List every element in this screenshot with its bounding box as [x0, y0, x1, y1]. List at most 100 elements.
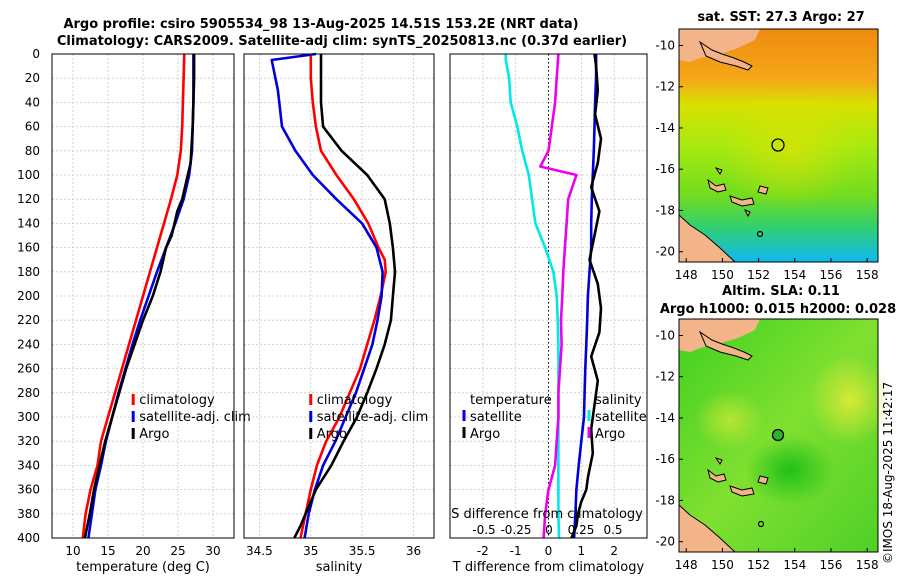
sla-map-title-line1: Altim. SLA: 0.11	[722, 284, 840, 299]
series-t-argo	[570, 53, 603, 539]
y-tick-label: 100	[17, 168, 40, 182]
y-tick-label: 400	[17, 531, 40, 545]
sst-warm-patch	[720, 90, 860, 210]
x-tick-label: 0	[545, 544, 553, 558]
series-t-satellite	[572, 54, 598, 539]
x-tick-label: 20	[135, 544, 150, 558]
series-climatology	[81, 53, 186, 539]
map-x-tick-label: 158	[856, 268, 879, 282]
difference-panel: -2 -1 0 1 2 T difference from climatology temp…	[449, 53, 648, 575]
y-tick-label: 120	[17, 192, 40, 206]
y-tick-label: 380	[17, 507, 40, 521]
y-tick-label: 140	[17, 216, 40, 230]
legend-title-temperature: temperature	[470, 393, 552, 408]
y-tick-label: 200	[17, 289, 40, 303]
temperature-panel: 10 15 20 25 30020406080100120140160180200220…	[17, 47, 251, 575]
sla-axes: 148 150 152 154 156 158 -10 -12 -14 -16 -18 -20	[655, 328, 878, 572]
plot-frame	[243, 53, 435, 539]
sst-frame	[678, 28, 879, 263]
y-tick-label: 220	[17, 313, 40, 327]
sla-small-island-marker	[757, 520, 765, 528]
map-x-tick-label: 148	[675, 268, 698, 282]
legend-label: satellite	[595, 410, 647, 425]
map-y-tick-label: -20	[655, 535, 675, 549]
x-tick-label: 35	[303, 544, 318, 558]
figure-title-line2: Climatology: CARS2009. Satellite-adj cli…	[57, 34, 627, 49]
s-tick-label: 0.5	[603, 523, 622, 537]
sla-land-papuan-tail	[698, 330, 753, 361]
legend-label: satellite-adj. clim	[139, 410, 251, 425]
series-argo	[293, 54, 397, 539]
s-tick-label: 0.25	[568, 523, 595, 537]
sla-high-patch-2	[695, 390, 765, 450]
legend-label: Argo	[470, 427, 500, 442]
sla-islands	[707, 457, 769, 497]
s-tick-label: 0	[545, 523, 553, 537]
plot-frame	[51, 53, 235, 539]
map-y-tick-label: -14	[655, 411, 675, 425]
legend-label: climatology	[139, 393, 215, 408]
y-tick-label: 0	[32, 47, 40, 61]
sla-argo-marker	[771, 428, 785, 442]
legend-label: Argo	[317, 427, 347, 442]
x-tick-label: 34.5	[246, 544, 273, 558]
legend-label: Argo	[595, 427, 625, 442]
map-x-tick-label: 150	[711, 268, 734, 282]
sla-high-patch	[810, 355, 890, 445]
imos-credit: ©IMOS 18-Aug-2025 11:42:17	[881, 382, 895, 564]
sst-islands	[707, 167, 769, 218]
x-tick-label: 1	[578, 544, 586, 558]
map-y-tick-label: -12	[655, 370, 675, 384]
x-tick-label: 30	[205, 544, 220, 558]
y-tick-label: 280	[17, 386, 40, 400]
x-tick-label: -2	[477, 544, 489, 558]
x-tick-label: 35.5	[349, 544, 376, 558]
sla-map-title-line2: Argo h1000: 0.015 h2000: 0.028	[660, 302, 896, 317]
y-tick-label: 20	[25, 71, 40, 85]
sst-argo-marker	[771, 138, 785, 152]
x-tick-label: 15	[100, 544, 115, 558]
map-y-tick-label: -16	[655, 162, 675, 176]
sla-map: Altim. SLA: 0.11 Argo h1000: 0.015 h2000…	[655, 284, 896, 572]
series-s-satellite	[504, 54, 561, 539]
sst-small-island-marker	[756, 230, 764, 238]
y-tick-label: 360	[17, 483, 40, 497]
y-tick-label: 80	[25, 144, 40, 158]
legend-label: satellite	[470, 410, 522, 425]
y-tick-label: 300	[17, 410, 40, 424]
sst-land-papuan-tail	[698, 40, 753, 71]
legend-label: Argo	[139, 427, 169, 442]
map-y-tick-label: -12	[655, 80, 675, 94]
x-axis-label: T difference from climatology	[452, 560, 645, 575]
y-tick-label: 60	[25, 120, 40, 134]
map-x-tick-label: 148	[675, 558, 698, 572]
map-x-tick-label: 158	[856, 558, 879, 572]
x-tick-label: 25	[170, 544, 185, 558]
s-tick-label: -0.5	[472, 523, 495, 537]
legend-title-salinity: salinity	[595, 393, 642, 408]
y-tick-label: 340	[17, 458, 40, 472]
map-x-tick-label: 152	[747, 268, 770, 282]
legend-label: climatology	[317, 393, 393, 408]
y-tick-label: 40	[25, 95, 40, 109]
map-x-tick-label: 152	[747, 558, 770, 572]
series-argo	[83, 54, 196, 539]
sla-frame	[678, 318, 879, 553]
sla-land-png	[679, 319, 760, 352]
x-tick-label: 36	[406, 544, 421, 558]
s-tick-label: -0.25	[500, 523, 531, 537]
sla-low-patch	[745, 435, 835, 505]
sst-map-title: sat. SST: 27.3 Argo: 27	[697, 10, 864, 25]
salinity-panel: 34.5 35 35.5 36 salinity climatology satellite…	[243, 52, 435, 575]
sst-land-png	[679, 29, 760, 62]
map-x-tick-label: 156	[820, 268, 843, 282]
y-tick-label: 180	[17, 265, 40, 279]
s-difference-label: S difference from climatology	[451, 507, 643, 522]
map-x-tick-label: 154	[783, 558, 806, 572]
sst-map: sat. SST: 27.3 Argo: 27 148 150 152 154 156 1…	[655, 10, 878, 282]
series-s-argo	[538, 53, 578, 539]
y-tick-label: 160	[17, 241, 40, 255]
map-x-tick-label: 156	[820, 558, 843, 572]
sst-axes: 148 150 152 154 156 158 -10 -12 -14 -16 -18 -20	[655, 38, 878, 282]
plot-frame	[449, 53, 648, 539]
